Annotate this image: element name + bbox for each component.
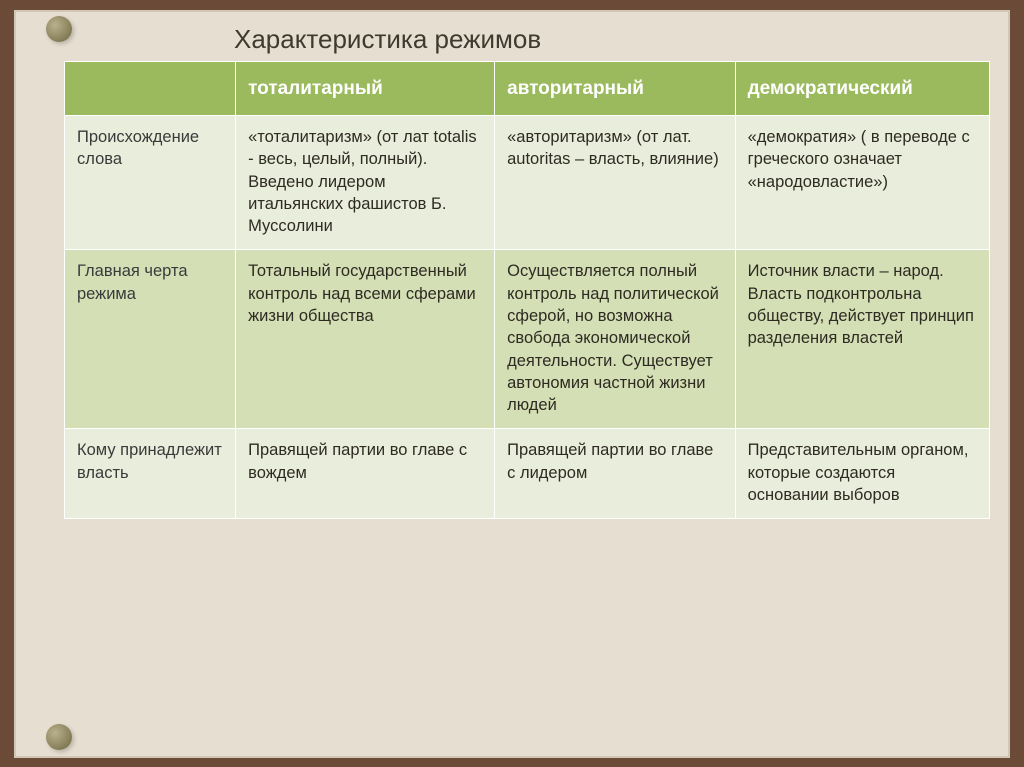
row-label: Происхождение слова — [65, 116, 236, 250]
cell: Тотальный государственный контроль над в… — [236, 250, 495, 429]
cell: Правящей партии во главе с лидером — [495, 429, 736, 519]
ornament-bottom-left — [46, 724, 72, 750]
row-label: Главная черта режима — [65, 250, 236, 429]
slide-panel: Характеристика режимов тоталитарный авто… — [14, 10, 1010, 758]
regimes-table: тоталитарный авторитарный демократически… — [64, 61, 990, 520]
cell: Источник власти – народ. Власть подконтр… — [735, 250, 989, 429]
table-header-row: тоталитарный авторитарный демократически… — [65, 61, 990, 116]
table-header-blank — [65, 61, 236, 116]
cell: «авторитаризм» (от лат. autoritas – влас… — [495, 116, 736, 250]
cell: Осуществляется полный контроль над полит… — [495, 250, 736, 429]
table-row: Главная черта режима Тотальный государст… — [65, 250, 990, 429]
ornament-top-left — [46, 16, 72, 42]
table-row: Кому принадлежит власть Правящей партии … — [65, 429, 990, 519]
cell: «демократия» ( в переводе с греческого о… — [735, 116, 989, 250]
cell: Представительным органом, которые создаю… — [735, 429, 989, 519]
table-header-democratic: демократический — [735, 61, 989, 116]
row-label: Кому принадлежит власть — [65, 429, 236, 519]
cell: «тоталитаризм» (от лат totalis - весь, ц… — [236, 116, 495, 250]
table-header-authoritarian: авторитарный — [495, 61, 736, 116]
page-title: Характеристика режимов — [234, 24, 990, 55]
cell: Правящей партии во главе с вождем — [236, 429, 495, 519]
table-header-totalitarian: тоталитарный — [236, 61, 495, 116]
table-row: Происхождение слова «тоталитаризм» (от л… — [65, 116, 990, 250]
